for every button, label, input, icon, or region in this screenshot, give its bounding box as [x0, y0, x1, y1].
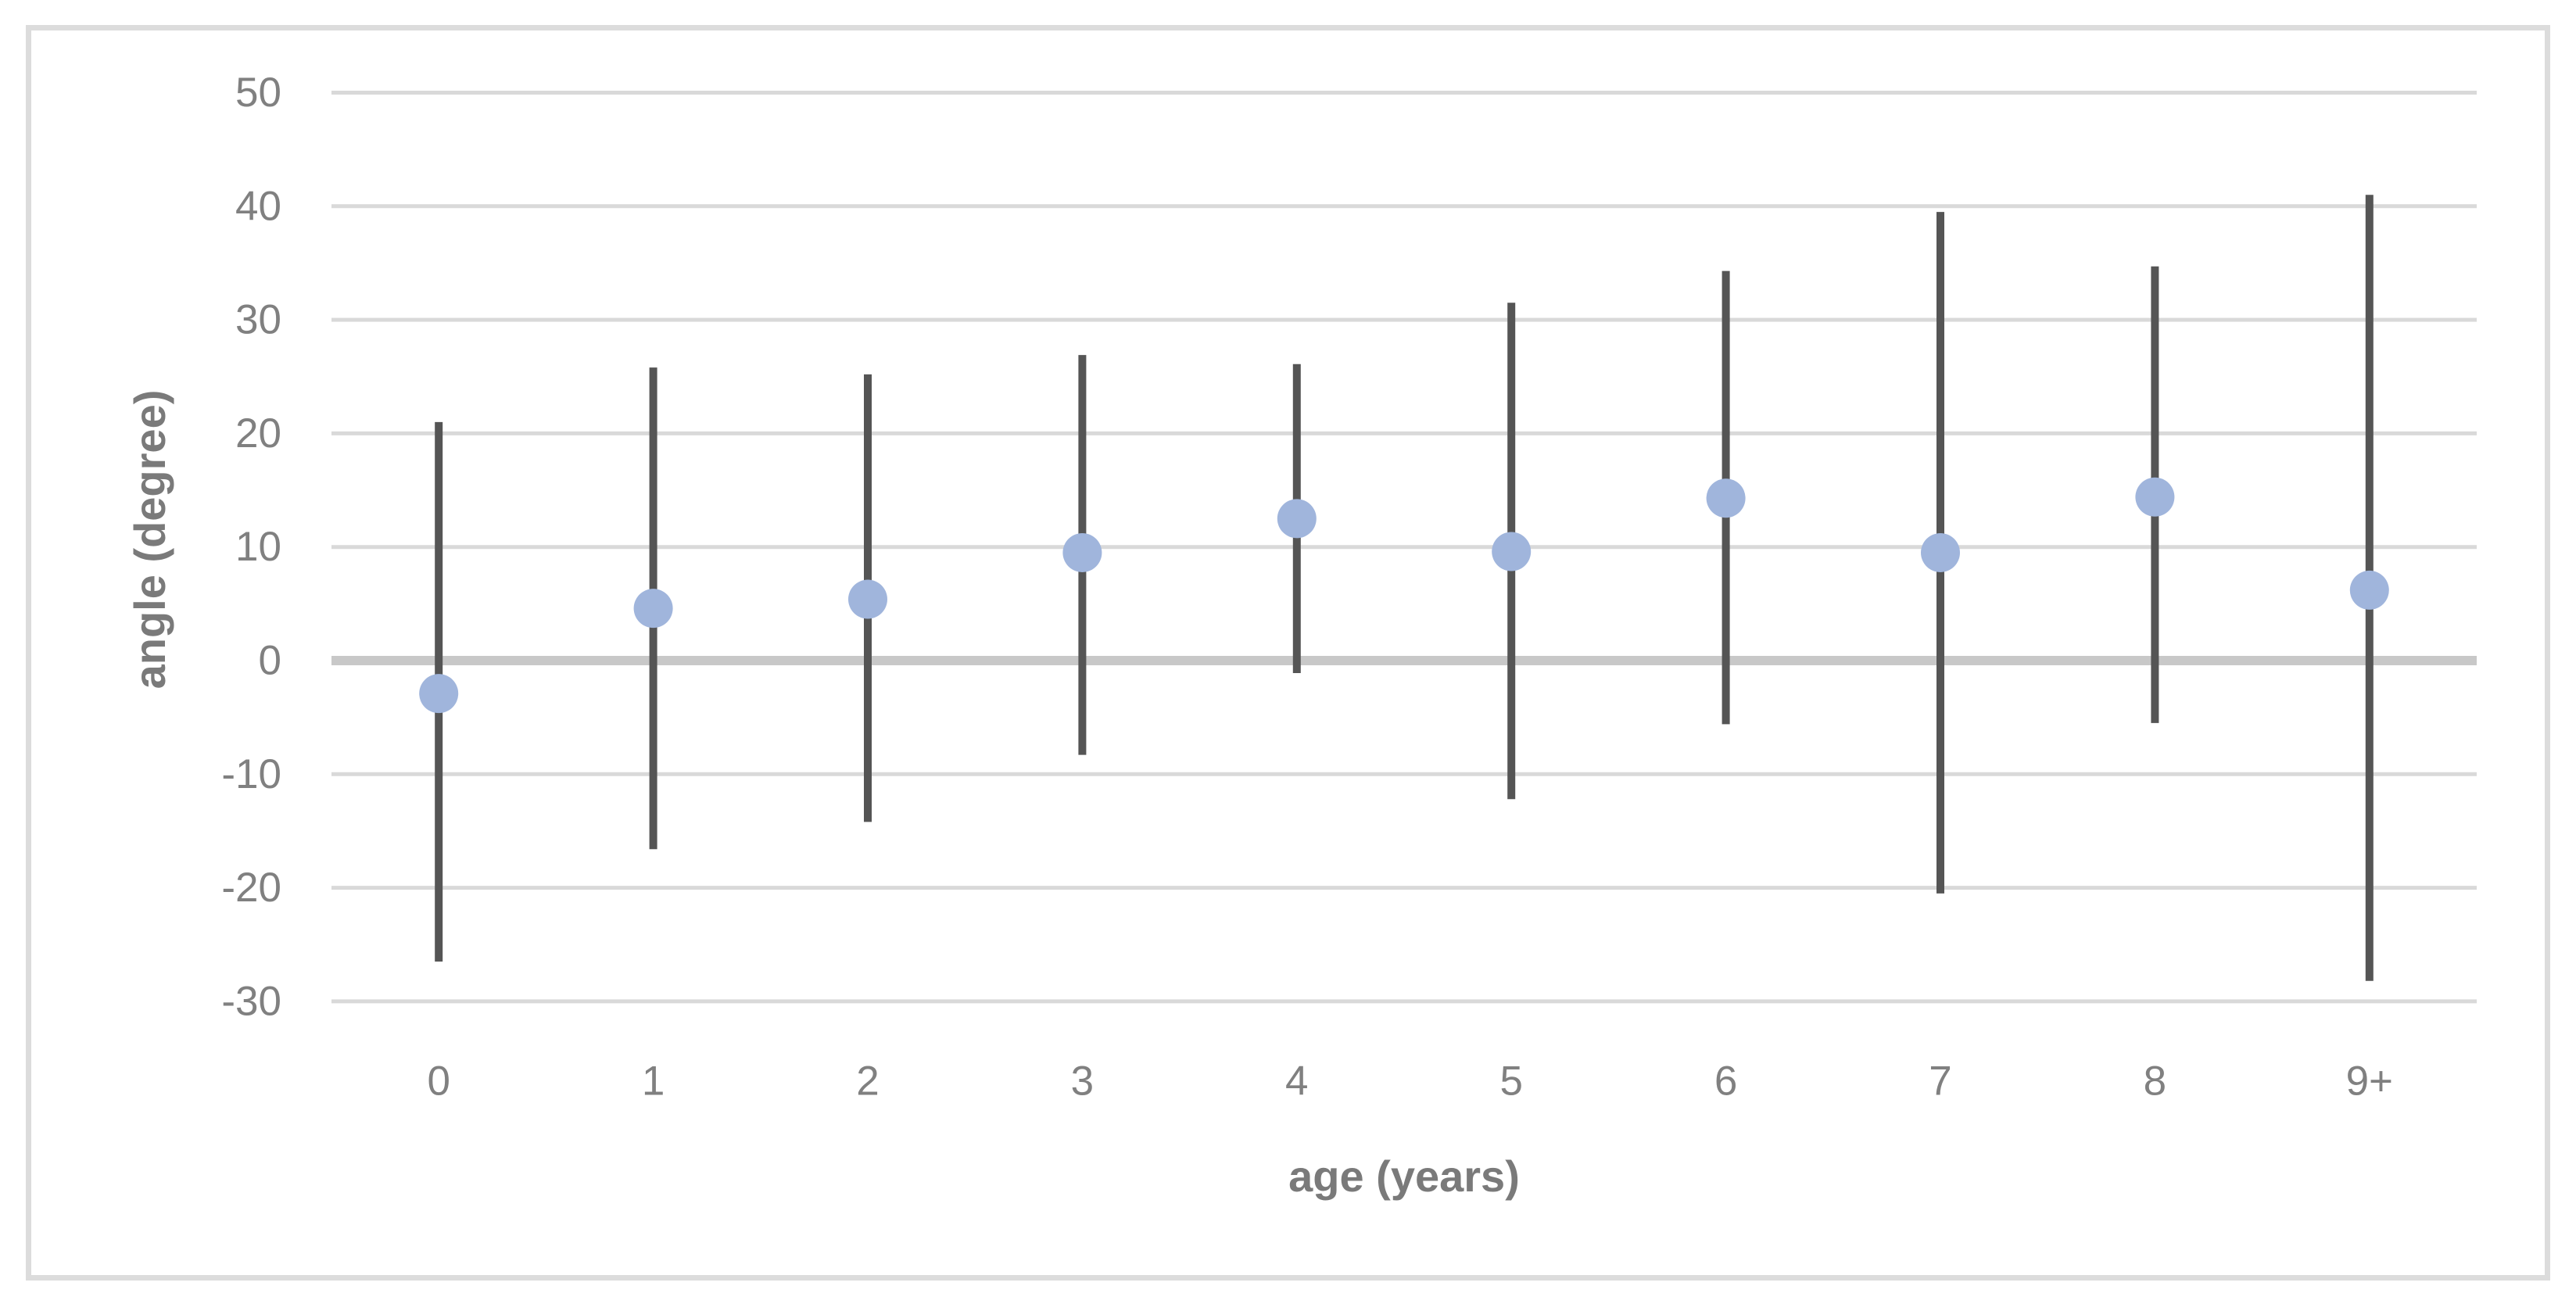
x-tick-label: 3	[1071, 1058, 1094, 1105]
data-point-marker	[633, 589, 673, 629]
y-tick-label: 0	[259, 638, 281, 684]
y-axis-title: angle (degree)	[125, 389, 174, 690]
y-tick-label: -10	[221, 751, 281, 797]
y-tick-label: -30	[221, 978, 281, 1024]
data-point-marker	[2135, 477, 2175, 517]
data-point-marker	[1277, 499, 1317, 539]
x-tick-label: 9+	[2346, 1058, 2393, 1105]
y-tick-label: 20	[235, 410, 281, 457]
data-point-marker	[848, 579, 887, 619]
y-tick-label: 10	[235, 524, 281, 570]
data-point-marker	[1921, 532, 1960, 572]
x-tick-label: 1	[642, 1058, 665, 1105]
x-tick-label: 8	[2144, 1058, 2166, 1105]
x-axis-title: age (years)	[1288, 1152, 1520, 1201]
chart-frame	[26, 25, 2550, 1281]
y-tick-label: 30	[235, 297, 281, 343]
data-point-marker	[419, 674, 459, 714]
x-tick-label: 4	[1285, 1058, 1308, 1105]
y-tick-label: -20	[221, 865, 281, 911]
x-tick-label: 7	[1929, 1058, 1951, 1105]
y-tick-label: 50	[235, 70, 281, 116]
x-tick-label: 2	[856, 1058, 879, 1105]
x-tick-label: 0	[427, 1058, 450, 1105]
x-tick-label: 6	[1714, 1058, 1737, 1105]
y-tick-label: 40	[235, 183, 281, 229]
data-point-marker	[1706, 478, 1746, 518]
x-tick-label: 5	[1499, 1058, 1522, 1105]
data-point-marker	[1062, 532, 1102, 572]
data-point-marker	[1492, 532, 1532, 571]
data-point-marker	[2349, 570, 2389, 610]
